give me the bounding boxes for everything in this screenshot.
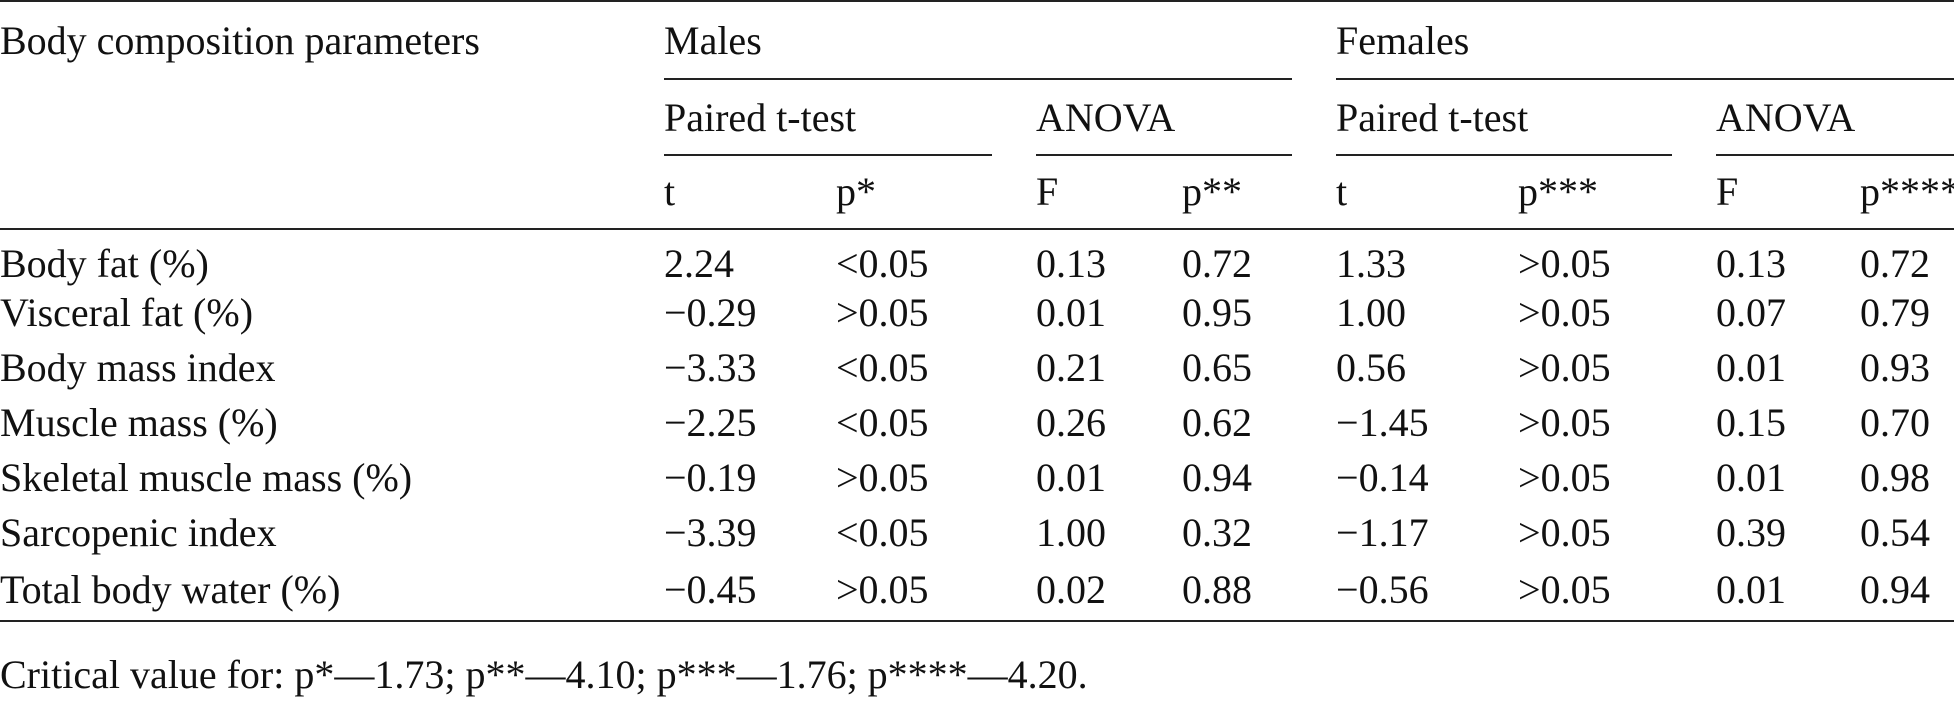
table-cell: −1.17 <box>1336 509 1429 555</box>
table-cell: >0.05 <box>1518 240 1611 286</box>
table-cell: >0.05 <box>1518 560 1717 622</box>
table-cell: 0.70 <box>1860 399 1931 445</box>
header-row-statistics: t p* F p** t p*** F p**** <box>0 156 1954 230</box>
table-cell: −2.25 <box>664 399 757 445</box>
table-cell: 0.01 <box>1716 560 1861 622</box>
header-body-composition-parameters: Body composition parameters <box>0 0 664 80</box>
table-row: Sarcopenic index −3.39 <0.05 1.00 0.32 −… <box>0 505 1954 560</box>
table-cell: >0.05 <box>1518 454 1611 500</box>
table-cell: 0.93 <box>1860 344 1931 390</box>
header-col-males-t: t <box>664 156 836 230</box>
header-col-females-f: F <box>1716 156 1861 230</box>
table-footnote: Critical value for: p*—1.73; p**—4.10; p… <box>0 652 1088 697</box>
header-empty-cell <box>0 80 664 156</box>
table-cell: 1.00 <box>1336 289 1407 335</box>
row-label: Muscle mass (%) <box>0 399 278 445</box>
header-males-anova: ANOVA <box>1036 80 1336 156</box>
table-cell: 0.13 <box>1036 240 1106 286</box>
table-row: Visceral fat (%) −0.29 >0.05 0.01 0.95 1… <box>0 285 1954 340</box>
table-cell: >0.05 <box>836 560 1036 622</box>
table-cell: −0.56 <box>1336 560 1519 622</box>
header-col-females-p2: p**** <box>1860 156 1954 230</box>
header-col-males-f: F <box>1036 156 1182 230</box>
header-empty-cell <box>0 156 664 230</box>
table-cell: 0.65 <box>1182 344 1252 390</box>
table-cell: 0.72 <box>1860 240 1931 286</box>
table-cell: 0.01 <box>1036 289 1106 335</box>
table-cell: 0.13 <box>1716 240 1787 286</box>
table-cell: 2.24 <box>664 240 734 286</box>
table-cell: 0.72 <box>1182 240 1252 286</box>
row-label: Body fat (%) <box>0 240 209 286</box>
table-cell: 0.32 <box>1182 509 1252 555</box>
table-cell: 0.56 <box>1336 344 1407 390</box>
table-cell: 0.01 <box>1716 454 1787 500</box>
body-composition-table: Body composition parameters Males Female… <box>0 0 1954 622</box>
header-col-males-p: p* <box>836 156 1036 230</box>
table-cell: <0.05 <box>836 509 929 555</box>
table-cell: 0.01 <box>1036 454 1106 500</box>
table-cell: 0.02 <box>1036 560 1182 622</box>
table-row: Total body water (%) −0.45 >0.05 0.02 0.… <box>0 560 1954 622</box>
table-cell: 0.15 <box>1716 399 1787 445</box>
header-col-females-t: t <box>1336 156 1519 230</box>
table-cell: 0.26 <box>1036 399 1106 445</box>
results-table-container: Body composition parameters Males Female… <box>0 0 1954 622</box>
row-label: Skeletal muscle mass (%) <box>0 454 413 500</box>
row-label: Visceral fat (%) <box>0 289 254 335</box>
table-cell: 0.39 <box>1716 509 1787 555</box>
table-cell: 0.94 <box>1860 560 1954 622</box>
header-males-paired-t-test: Paired t-test <box>664 80 1036 156</box>
table-cell: 0.95 <box>1182 289 1252 335</box>
header-col-females-p: p*** <box>1518 156 1717 230</box>
table-cell: 1.00 <box>1036 509 1106 555</box>
header-row-tests: Paired t-test ANOVA Paired t-test ANOVA <box>0 80 1954 156</box>
table-cell: 0.98 <box>1860 454 1931 500</box>
table-row: Body fat (%) 2.24 <0.05 0.13 0.72 1.33 >… <box>0 229 1954 285</box>
table-cell: 0.01 <box>1716 344 1787 390</box>
header-males: Males <box>664 0 1337 81</box>
table-cell: 0.88 <box>1182 560 1337 622</box>
table-row: Skeletal muscle mass (%) −0.19 >0.05 0.0… <box>0 450 1954 505</box>
table-cell: −0.14 <box>1336 454 1429 500</box>
row-label: Sarcopenic index <box>0 509 277 555</box>
table-cell: <0.05 <box>836 399 929 445</box>
table-cell: >0.05 <box>1518 509 1611 555</box>
table-cell: 0.21 <box>1036 344 1106 390</box>
row-label: Total body water (%) <box>0 560 664 622</box>
header-col-males-p2: p** <box>1182 156 1337 230</box>
header-females-paired-t-test: Paired t-test <box>1336 80 1716 156</box>
table-cell: >0.05 <box>1518 344 1611 390</box>
table-row: Muscle mass (%) −2.25 <0.05 0.26 0.62 −1… <box>0 395 1954 450</box>
table-cell: −3.39 <box>664 509 757 555</box>
table-cell: 0.94 <box>1182 454 1252 500</box>
table-cell: <0.05 <box>836 344 929 390</box>
table-cell: −3.33 <box>664 344 757 390</box>
table-cell: <0.05 <box>836 240 929 286</box>
table-cell: −0.45 <box>664 560 836 622</box>
table-row: Body mass index −3.33 <0.05 0.21 0.65 0.… <box>0 340 1954 395</box>
table-cell: >0.05 <box>1518 289 1611 335</box>
table-cell: −0.19 <box>664 454 757 500</box>
table-cell: >0.05 <box>836 454 929 500</box>
table-cell: 0.79 <box>1860 289 1931 335</box>
header-row-groups: Body composition parameters Males Female… <box>0 0 1954 81</box>
header-females: Females <box>1336 0 1954 81</box>
table-cell: 0.07 <box>1716 289 1787 335</box>
table-cell: −0.29 <box>664 289 757 335</box>
table-cell: 0.54 <box>1860 509 1931 555</box>
row-label: Body mass index <box>0 344 276 390</box>
table-cell: 1.33 <box>1336 240 1407 286</box>
table-cell: −1.45 <box>1336 399 1429 445</box>
table-cell: 0.62 <box>1182 399 1252 445</box>
header-females-anova: ANOVA <box>1716 80 1954 156</box>
table-cell: >0.05 <box>836 289 929 335</box>
table-cell: >0.05 <box>1518 399 1611 445</box>
